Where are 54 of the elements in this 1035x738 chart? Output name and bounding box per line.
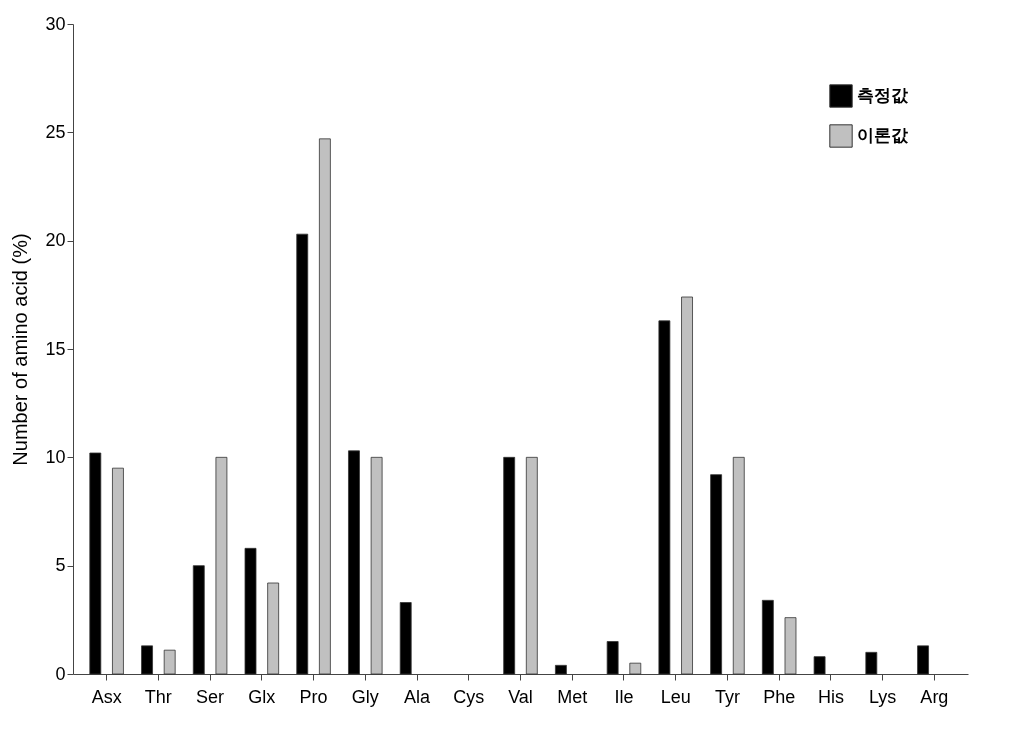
x-tick-label: Met [557,686,588,707]
x-tick-label: Arg [920,686,949,707]
bar [215,456,228,675]
x-tick-label: His [817,686,844,707]
bar [917,645,929,675]
bar [89,452,102,675]
bar [681,296,693,675]
bar [761,599,774,675]
bar [348,450,360,675]
x-tick-label: Ala [404,686,432,707]
bar [710,474,723,675]
x-tick-label: Cys [453,686,485,707]
x-tick-label: Tyr [714,686,740,707]
y-tick-label: 5 [55,555,66,576]
bar [141,645,153,675]
bar [865,651,878,675]
x-tick-label: Thr [144,686,172,707]
bar [112,467,124,675]
bar [399,602,412,675]
legend-label: 측정값 [857,85,909,105]
x-tick-label: Pro [299,686,328,707]
x-tick-label: Ile [614,686,634,707]
bar [525,456,538,675]
y-tick-label: 20 [45,230,66,251]
y-axis-title: Number of amino acid (%) [9,233,32,466]
bar [370,456,383,675]
y-tick-label: 15 [45,338,66,359]
bar [629,662,642,675]
x-tick-label: Lys [868,686,897,707]
x-tick-label: Gly [351,686,379,707]
x-tick-label: Asx [91,686,122,707]
bar [606,641,619,675]
bar [503,456,516,675]
y-tick-label: 30 [45,13,66,34]
bar [732,456,745,675]
bar [163,649,176,675]
y-tick-label: 10 [45,446,66,467]
x-tick-label: Leu [660,686,691,707]
bar [318,138,331,675]
x-tick-label: Val [508,686,533,707]
x-tick-label: Glx [248,686,276,707]
y-tick-label: 0 [55,663,66,684]
y-tick-label: 25 [45,121,66,142]
x-tick-label: Ser [196,686,225,707]
bar [555,664,567,675]
legend-label: 이론값 [857,125,909,145]
bar [296,233,309,675]
bar [192,565,205,675]
bar [784,617,797,675]
bar [813,656,826,675]
x-tick-label: Phe [763,686,796,707]
bar [244,547,257,675]
bar [658,320,671,675]
bar [267,582,280,675]
